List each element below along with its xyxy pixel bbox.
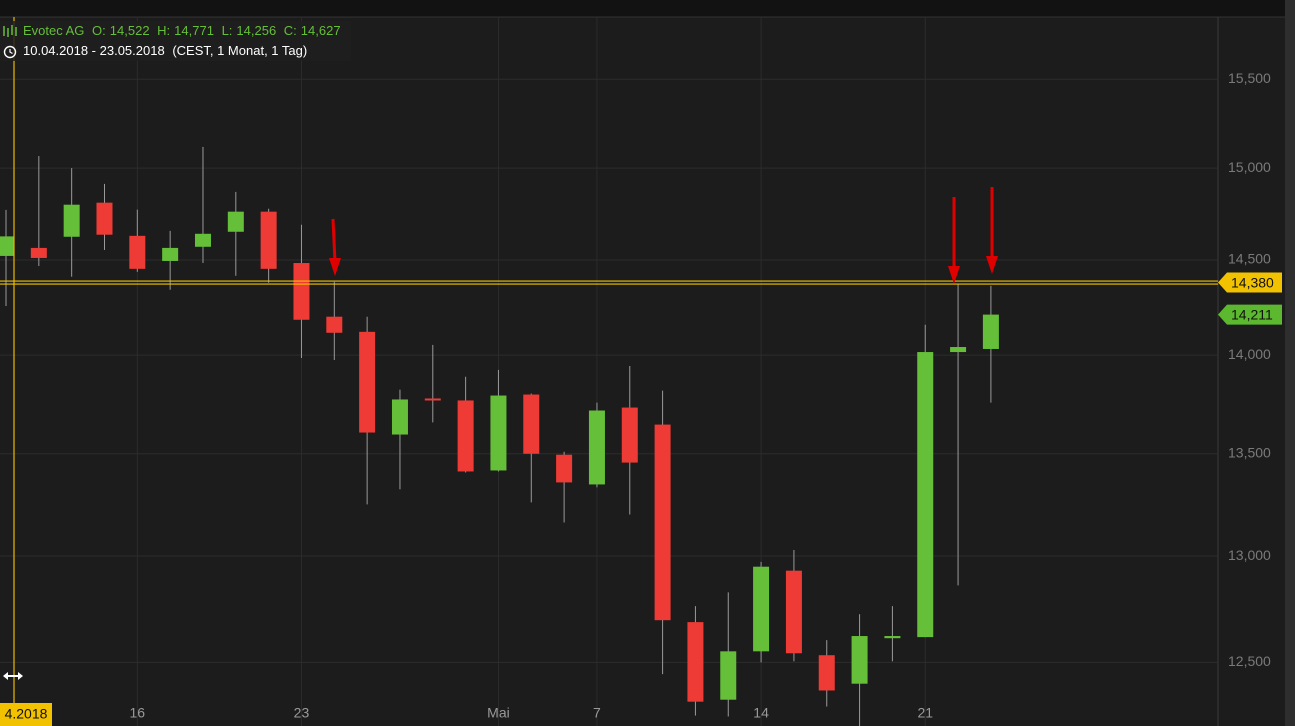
icon-head	[3, 672, 8, 680]
range-note: (CEST, 1 Monat, 1 Tag)	[172, 43, 308, 58]
price-tag	[1218, 272, 1282, 293]
candle-body	[917, 352, 934, 638]
clock-icon	[3, 45, 17, 59]
date-range: 10.04.2018 - 23.05.2018	[23, 43, 165, 58]
x-tick-label: 16	[130, 705, 146, 721]
ohlc-value: 14,771	[174, 23, 214, 38]
candle-body	[982, 314, 999, 349]
arrow-head	[329, 258, 341, 276]
candle-body	[30, 247, 47, 258]
candle-body	[260, 211, 277, 269]
candle-body	[0, 236, 14, 256]
candle-body	[457, 400, 474, 472]
ohlc-label: O:	[92, 23, 106, 38]
y-tick-label: 14,000	[1228, 346, 1271, 362]
ohlc-value: 14,627	[300, 23, 341, 38]
clock-hand	[9, 49, 13, 55]
candle-body	[785, 570, 802, 654]
candle-body	[96, 202, 113, 235]
candle-body	[621, 407, 638, 463]
candle-body	[424, 398, 441, 401]
candle-body	[753, 566, 770, 652]
resize-icon[interactable]	[3, 672, 23, 680]
header: Evotec AG O: 14,522 H: 14,771 L: 14,256 C: 1…	[0, 21, 351, 61]
candle-body	[359, 331, 376, 433]
crosshair-label: 4.2018	[5, 706, 48, 722]
x-tick-label: 14	[753, 705, 769, 721]
arrow-head	[986, 256, 998, 274]
candle-body	[654, 424, 671, 621]
candle-body	[950, 347, 967, 353]
icon-head	[18, 672, 23, 680]
x-tick-label: 23	[294, 705, 310, 721]
chart-icon	[3, 25, 17, 37]
candle-body	[162, 247, 179, 261]
arrow	[331, 218, 337, 263]
candle-body	[490, 395, 507, 471]
price-tag-label: 14,380	[1231, 274, 1274, 290]
candle-body	[227, 211, 244, 232]
ohlc-label: L:	[221, 23, 233, 38]
ohlc-label: C:	[283, 23, 297, 38]
candle-body	[556, 454, 573, 483]
y-tick-label: 12,500	[1228, 653, 1271, 669]
header-ohlc: Evotec AG O: 14,522 H: 14,771 L: 14,256 C: 1…	[0, 21, 345, 41]
scrollbar	[1285, 0, 1295, 726]
crosshair-label-bg	[0, 703, 52, 726]
y-tick-label: 15,000	[1228, 159, 1271, 175]
candle-body	[63, 204, 80, 237]
y-tick-label: 13,000	[1228, 547, 1271, 563]
price-tag-label: 14,211	[1231, 306, 1273, 322]
ohlc-value: 14,522	[109, 23, 150, 38]
symbol: Evotec AG	[23, 23, 85, 38]
x-tick-label: Mai	[487, 705, 510, 721]
header-range: 10.04.2018 - 23.05.2018 (CEST, 1 Monat, …	[0, 41, 345, 61]
y-tick-label: 14,500	[1228, 251, 1271, 267]
candle-body	[588, 410, 605, 485]
y-tick-label: 15,500	[1228, 70, 1271, 86]
x-tick-label: 7	[593, 705, 601, 721]
candle-body	[391, 399, 408, 435]
candle-body	[523, 394, 540, 454]
candle-body	[851, 636, 868, 684]
overlay: 4.2018 14,380 14,211	[0, 17, 1282, 726]
candle-body	[293, 263, 310, 320]
candle-body	[818, 655, 835, 691]
candle-body	[884, 636, 901, 639]
candles	[0, 146, 999, 726]
candle-body	[194, 233, 211, 247]
header-icons	[3, 25, 17, 59]
arrow-head	[948, 266, 960, 284]
grid: 12,500 13,000 13,500 14,000 14,500 15,000 15,5…	[0, 17, 1271, 726]
candle-body	[326, 316, 343, 333]
candle-body	[720, 651, 737, 700]
x-tick-label: 21	[917, 705, 933, 721]
candle-body	[687, 622, 704, 702]
ohlc-label: H:	[157, 23, 171, 38]
top-bar	[0, 0, 1295, 17]
candle-body	[129, 235, 146, 269]
ohlc-value: 14,256	[236, 23, 277, 38]
annotation-arrows	[329, 187, 998, 284]
y-tick-label: 13,500	[1228, 444, 1271, 460]
price-tag	[1218, 304, 1282, 325]
